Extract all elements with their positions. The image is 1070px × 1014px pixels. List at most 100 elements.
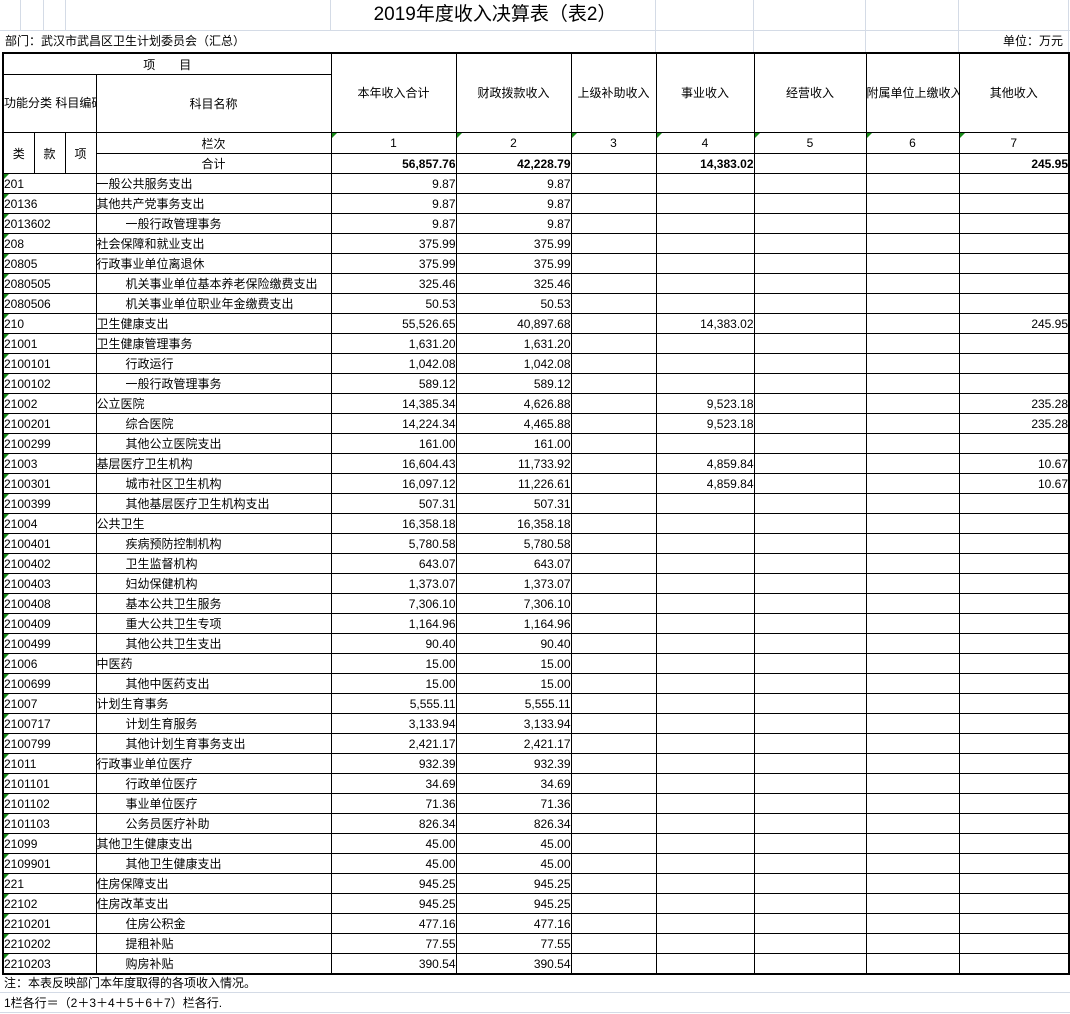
row-value-cell[interactable]: 9,523.18 xyxy=(655,413,755,434)
row-name-cell[interactable]: 其他公共卫生支出 xyxy=(95,633,332,654)
row-value-cell[interactable]: 325.46 xyxy=(330,273,457,294)
row-code-cell[interactable]: 2100403 xyxy=(2,573,97,594)
row-value-cell[interactable] xyxy=(655,533,755,554)
row-code-cell[interactable]: 2210203 xyxy=(2,953,97,975)
row-value-cell[interactable] xyxy=(753,713,867,734)
row-name-cell[interactable]: 住房公积金 xyxy=(95,913,332,934)
row-name-cell[interactable]: 其他基层医疗卫生机构支出 xyxy=(95,493,332,514)
row-value-cell[interactable] xyxy=(570,473,657,494)
row-code-cell[interactable]: 2100201 xyxy=(2,413,97,434)
row-value-cell[interactable] xyxy=(570,393,657,414)
row-value-cell[interactable]: 4,859.84 xyxy=(655,473,755,494)
row-value-cell[interactable] xyxy=(958,953,1070,975)
row-value-cell[interactable] xyxy=(655,253,755,274)
row-value-cell[interactable]: 235.28 xyxy=(958,393,1070,414)
row-value-cell[interactable]: 15.00 xyxy=(455,673,572,694)
row-value-cell[interactable] xyxy=(958,913,1070,934)
grand-total-value-cell[interactable]: 245.95 xyxy=(958,153,1070,174)
row-name-cell[interactable]: 行政运行 xyxy=(95,353,332,374)
row-code-cell[interactable]: 21004 xyxy=(2,513,97,534)
row-value-cell[interactable] xyxy=(570,213,657,234)
column-number-cell[interactable]: 5 xyxy=(753,132,867,154)
row-value-cell[interactable] xyxy=(958,673,1070,694)
row-name-cell[interactable]: 社会保障和就业支出 xyxy=(95,233,332,254)
row-value-cell[interactable] xyxy=(958,813,1070,834)
row-value-cell[interactable]: 50.53 xyxy=(455,293,572,314)
row-value-cell[interactable]: 932.39 xyxy=(330,753,457,774)
row-value-cell[interactable] xyxy=(753,193,867,214)
row-value-cell[interactable] xyxy=(570,433,657,454)
row-value-cell[interactable] xyxy=(865,353,960,374)
row-value-cell[interactable] xyxy=(753,573,867,594)
row-value-cell[interactable] xyxy=(865,573,960,594)
row-code-cell[interactable]: 21007 xyxy=(2,693,97,714)
row-value-cell[interactable] xyxy=(753,433,867,454)
row-value-cell[interactable] xyxy=(655,293,755,314)
row-value-cell[interactable] xyxy=(958,833,1070,854)
row-value-cell[interactable] xyxy=(865,213,960,234)
row-name-cell[interactable]: 住房改革支出 xyxy=(95,893,332,914)
row-value-cell[interactable]: 16,358.18 xyxy=(455,513,572,534)
row-value-cell[interactable] xyxy=(958,333,1070,354)
row-name-cell[interactable]: 公共卫生 xyxy=(95,513,332,534)
row-value-cell[interactable]: 4,626.88 xyxy=(455,393,572,414)
row-name-cell[interactable]: 事业单位医疗 xyxy=(95,793,332,814)
row-code-cell[interactable]: 2080506 xyxy=(2,293,97,314)
column-header-operating-income[interactable]: 经营收入 xyxy=(753,52,867,133)
column-header-superior-subsidy[interactable]: 上级补助收入 xyxy=(570,52,657,133)
row-code-cell[interactable]: 2101102 xyxy=(2,793,97,814)
row-value-cell[interactable] xyxy=(865,433,960,454)
row-value-cell[interactable] xyxy=(958,253,1070,274)
row-value-cell[interactable] xyxy=(958,273,1070,294)
row-value-cell[interactable] xyxy=(570,513,657,534)
row-value-cell[interactable] xyxy=(865,893,960,914)
row-value-cell[interactable]: 945.25 xyxy=(330,893,457,914)
row-code-cell[interactable]: 2100101 xyxy=(2,353,97,374)
row-value-cell[interactable]: 161.00 xyxy=(330,433,457,454)
row-value-cell[interactable] xyxy=(655,433,755,454)
row-value-cell[interactable] xyxy=(958,793,1070,814)
row-value-cell[interactable] xyxy=(570,453,657,474)
row-value-cell[interactable] xyxy=(753,953,867,975)
row-value-cell[interactable] xyxy=(865,733,960,754)
row-value-cell[interactable] xyxy=(958,593,1070,614)
row-value-cell[interactable] xyxy=(865,513,960,534)
row-code-cell[interactable]: 208 xyxy=(2,233,97,254)
row-value-cell[interactable] xyxy=(570,173,657,194)
row-code-cell[interactable]: 21099 xyxy=(2,833,97,854)
row-value-cell[interactable]: 1,631.20 xyxy=(330,333,457,354)
row-value-cell[interactable] xyxy=(570,313,657,334)
row-value-cell[interactable]: 945.25 xyxy=(455,893,572,914)
grand-total-value-cell[interactable] xyxy=(753,153,867,174)
row-code-cell[interactable]: 2100399 xyxy=(2,493,97,514)
row-value-cell[interactable]: 90.40 xyxy=(455,633,572,654)
row-code-cell[interactable]: 2109901 xyxy=(2,853,97,874)
row-value-cell[interactable] xyxy=(753,633,867,654)
row-value-cell[interactable] xyxy=(958,613,1070,634)
row-value-cell[interactable] xyxy=(753,493,867,514)
row-value-cell[interactable]: 16,097.12 xyxy=(330,473,457,494)
row-value-cell[interactable] xyxy=(655,553,755,574)
row-value-cell[interactable] xyxy=(958,933,1070,954)
row-value-cell[interactable] xyxy=(865,653,960,674)
row-value-cell[interactable] xyxy=(655,373,755,394)
row-value-cell[interactable]: 945.25 xyxy=(330,873,457,894)
row-value-cell[interactable] xyxy=(958,353,1070,374)
row-code-cell[interactable]: 201 xyxy=(2,173,97,194)
row-code-cell[interactable]: 2100699 xyxy=(2,673,97,694)
row-value-cell[interactable]: 9.87 xyxy=(455,213,572,234)
row-value-cell[interactable] xyxy=(865,553,960,574)
row-value-cell[interactable] xyxy=(865,673,960,694)
row-code-cell[interactable]: 2100299 xyxy=(2,433,97,454)
row-value-cell[interactable] xyxy=(865,593,960,614)
row-value-cell[interactable]: 55,526.65 xyxy=(330,313,457,334)
row-name-cell[interactable]: 其他计划生育事务支出 xyxy=(95,733,332,754)
row-value-cell[interactable] xyxy=(865,373,960,394)
row-code-cell[interactable]: 2100408 xyxy=(2,593,97,614)
row-value-cell[interactable] xyxy=(753,213,867,234)
row-name-cell[interactable]: 卫生健康管理事务 xyxy=(95,333,332,354)
row-value-cell[interactable] xyxy=(753,333,867,354)
row-value-cell[interactable] xyxy=(865,753,960,774)
row-value-cell[interactable] xyxy=(865,633,960,654)
row-value-cell[interactable]: 34.69 xyxy=(330,773,457,794)
